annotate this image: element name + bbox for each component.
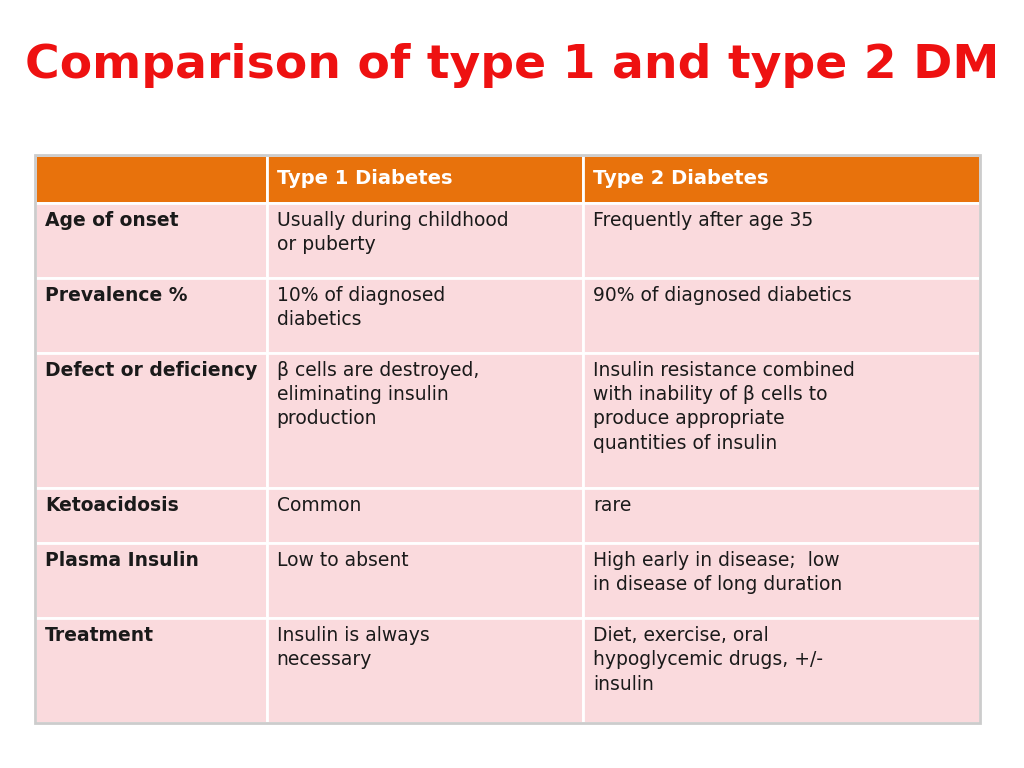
Bar [583,618,980,723]
Bar [266,203,583,278]
Text: Age of onset: Age of onset [45,211,178,230]
Bar [266,488,583,543]
Bar [266,155,583,203]
Bar [35,618,266,723]
Bar [35,203,266,278]
Text: Treatment: Treatment [45,626,154,645]
Bar [35,155,980,723]
Text: Type 1 Diabetes: Type 1 Diabetes [276,170,452,188]
Text: 10% of diagnosed
diabetics: 10% of diagnosed diabetics [276,286,444,329]
Text: Comparison of type 1 and type 2 DM: Comparison of type 1 and type 2 DM [25,43,999,88]
Bar [35,353,266,488]
Bar [35,543,266,618]
Bar [583,278,980,353]
Text: Defect or deficiency: Defect or deficiency [45,361,257,380]
Bar [583,543,980,618]
Text: Ketoacidosis: Ketoacidosis [45,496,179,515]
Text: Diet, exercise, oral
hypoglycemic drugs, +/-
insulin: Diet, exercise, oral hypoglycemic drugs,… [593,626,823,694]
Text: Common: Common [276,496,360,515]
Bar [35,278,266,353]
Bar [583,155,980,203]
Text: Insulin resistance combined
with inability of β cells to
produce appropriate
qua: Insulin resistance combined with inabili… [593,361,855,453]
Text: β cells are destroyed,
eliminating insulin
production: β cells are destroyed, eliminating insul… [276,361,479,429]
Text: rare: rare [593,496,632,515]
Text: Prevalence %: Prevalence % [45,286,187,305]
Text: Plasma Insulin: Plasma Insulin [45,551,199,570]
Text: Type 2 Diabetes: Type 2 Diabetes [593,170,769,188]
Bar [35,488,266,543]
Bar [266,278,583,353]
Bar [35,155,266,203]
Bar [583,353,980,488]
Bar [583,488,980,543]
Text: 90% of diagnosed diabetics: 90% of diagnosed diabetics [593,286,852,305]
Bar [266,543,583,618]
Text: High early in disease;  low
in disease of long duration: High early in disease; low in disease of… [593,551,843,594]
Text: Frequently after age 35: Frequently after age 35 [593,211,813,230]
Text: Low to absent: Low to absent [276,551,409,570]
Bar [583,203,980,278]
Text: Usually during childhood
or puberty: Usually during childhood or puberty [276,211,508,254]
Text: Insulin is always
necessary: Insulin is always necessary [276,626,429,669]
Bar [266,353,583,488]
Bar [266,618,583,723]
